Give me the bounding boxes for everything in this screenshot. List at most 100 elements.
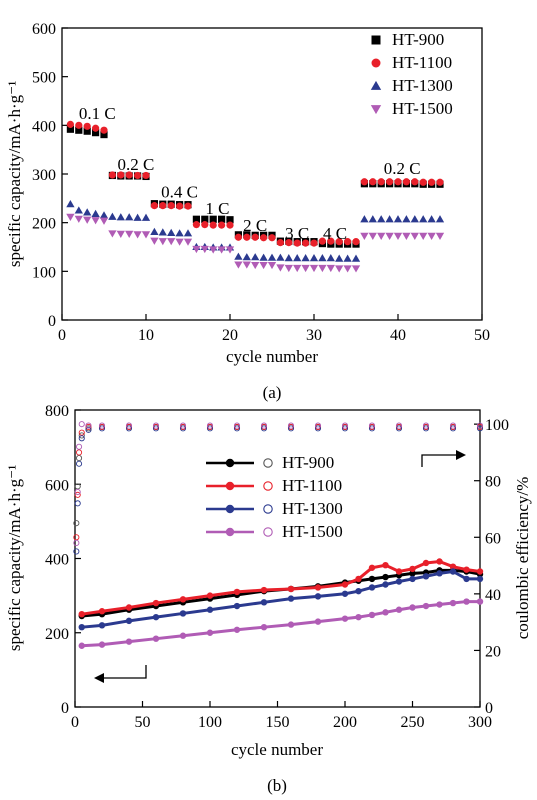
chart-a-data-point xyxy=(285,239,293,247)
chart-a-data-point xyxy=(158,238,167,246)
chart-a-rate-label: 0.1 C xyxy=(79,104,116,123)
chart-a-data-point xyxy=(435,232,445,240)
chart-b-legend-efficiency-marker xyxy=(263,527,273,537)
chart-a-data-point xyxy=(192,215,200,223)
chart-a-data-point xyxy=(183,229,193,237)
chart-a-data-point xyxy=(427,232,436,240)
chart-b-efficiency-point xyxy=(260,425,268,432)
chart-a-data-point xyxy=(251,261,260,270)
chart-a-data-point xyxy=(66,213,75,221)
panel-a-label: (a) xyxy=(263,383,282,402)
chart-a-data-point xyxy=(159,202,167,210)
chart-b-capacity-point xyxy=(287,585,295,593)
chart-b-efficiency-point xyxy=(78,432,85,439)
chart-b-capacity-point xyxy=(314,618,322,625)
chart-b-efficiency-point xyxy=(74,491,81,498)
chart-a-data-point xyxy=(150,237,159,245)
chart-b-x-tick-label: 250 xyxy=(401,714,425,731)
chart-b-capacity-point xyxy=(206,606,214,613)
chart-a-data-point xyxy=(117,171,125,179)
chart-b-legend: HT-900 HT-1100 HT-1300 HT-1500 xyxy=(206,453,343,541)
chart-a-data-point xyxy=(133,213,142,221)
chart-b-capacity-point xyxy=(78,642,85,649)
chart-a-data-point xyxy=(83,208,92,216)
chart-a-data-point xyxy=(133,231,142,239)
chart-a-data-point xyxy=(83,127,91,135)
chart-a-data-point xyxy=(142,171,150,180)
chart-a-data-point xyxy=(83,122,91,130)
chart-b-capacity-point xyxy=(382,573,389,581)
chart-b-efficiency-point xyxy=(85,426,92,433)
chart-b-legend-marker xyxy=(225,527,235,537)
chart-b-efficiency-point xyxy=(233,425,241,432)
chart-a-data-point xyxy=(326,264,335,273)
chart-a-data-point xyxy=(402,178,410,186)
chart-b-efficiency-point xyxy=(73,539,80,546)
chart-a-data-point xyxy=(393,232,403,240)
chart-a-marks xyxy=(66,120,445,273)
chart-a-data-point xyxy=(344,238,352,246)
chart-b-y-tick-label: 400 xyxy=(45,552,69,569)
chart-a-y-tick-label: 500 xyxy=(32,70,56,87)
chart-b-y2-tick-label: 60 xyxy=(485,530,501,547)
chart-a-data-point xyxy=(184,202,192,210)
chart-a-rate-label: 2 C xyxy=(243,216,267,235)
chart-a-data-point xyxy=(150,202,158,210)
chart-a-data-point xyxy=(75,121,83,129)
chart-b-efficiency-point xyxy=(76,460,83,467)
chart-a-data-point xyxy=(351,254,361,262)
chart-a-x-tick-label: 10 xyxy=(138,327,154,344)
chart-b-arrows xyxy=(94,450,466,683)
chart-a-data-point xyxy=(66,200,75,208)
chart-b-efficiency-point xyxy=(476,422,484,429)
chart-b-efficiency-point xyxy=(98,425,106,432)
chart-a-data-point xyxy=(301,254,310,262)
chart-b-capacity-point xyxy=(98,608,106,615)
chart-b-x-tick-label: 300 xyxy=(468,714,492,731)
chart-a-data-point xyxy=(427,215,436,223)
chart-a-data-point xyxy=(293,254,302,262)
chart-a-y-axis-label: specific capacity/mA·h·g⁻¹ xyxy=(5,81,24,267)
chart-a-data-point xyxy=(218,215,226,223)
chart-b-capacity-point xyxy=(125,604,133,611)
chart-b-legend-marker xyxy=(225,504,235,514)
chart-a-y-tick-label: 200 xyxy=(32,216,56,233)
chart-a-data-point xyxy=(150,227,159,235)
chart-b-legend-efficiency-marker xyxy=(263,504,273,514)
chart-a-data-point xyxy=(419,232,428,240)
chart-b-capacity-point xyxy=(233,602,241,610)
chart-b-capacity-point xyxy=(382,609,389,616)
chart-b-efficiency-point xyxy=(449,422,457,429)
chart-a-data-point xyxy=(343,265,352,273)
chart-a-data-point xyxy=(393,215,403,223)
chart-b-capacity-point xyxy=(368,611,376,619)
chart-b-efficiency-point xyxy=(422,425,430,432)
chart-a-rate-labels: 0.1 C 0.2 C 0.4 C 1 C 2 C 3 C 4 C 0.2 C xyxy=(79,104,421,243)
chart-a-data-point xyxy=(360,232,369,240)
chart-a-data-point xyxy=(368,232,377,240)
chart-a-rate-label: 4 C xyxy=(323,224,347,243)
chart-b-x-axis-label: cycle number xyxy=(231,740,323,759)
chart-a-data-point xyxy=(301,264,310,273)
chart-a-x-tick-label: 30 xyxy=(306,327,322,344)
chart-b-x-tick-label: 150 xyxy=(266,714,290,731)
chart-b-legend-marker xyxy=(225,481,235,491)
chart-b-efficiency-point xyxy=(314,422,322,429)
chart-a-data-point xyxy=(343,254,352,262)
chart-b-efficiency-point xyxy=(125,422,133,429)
chart-a-data-point xyxy=(259,253,268,261)
chart-b-capacity-point xyxy=(463,566,470,573)
chart-b-capacity-point xyxy=(152,599,160,607)
chart-b-y-tick-label: 600 xyxy=(45,477,69,494)
chart-a-data-point xyxy=(243,233,251,241)
chart-a-legend-label: HT-1300 xyxy=(392,76,453,95)
chart-b-capacity-point xyxy=(314,593,322,600)
chart-b-legend-efficiency-marker xyxy=(263,458,273,468)
chart-b-efficiency-point xyxy=(74,488,81,496)
chart-b-capacity-point xyxy=(436,601,443,608)
chart-a-data-point xyxy=(402,215,411,223)
chart-a-data-point xyxy=(74,215,83,223)
chart-b-efficiency-point xyxy=(287,422,295,429)
